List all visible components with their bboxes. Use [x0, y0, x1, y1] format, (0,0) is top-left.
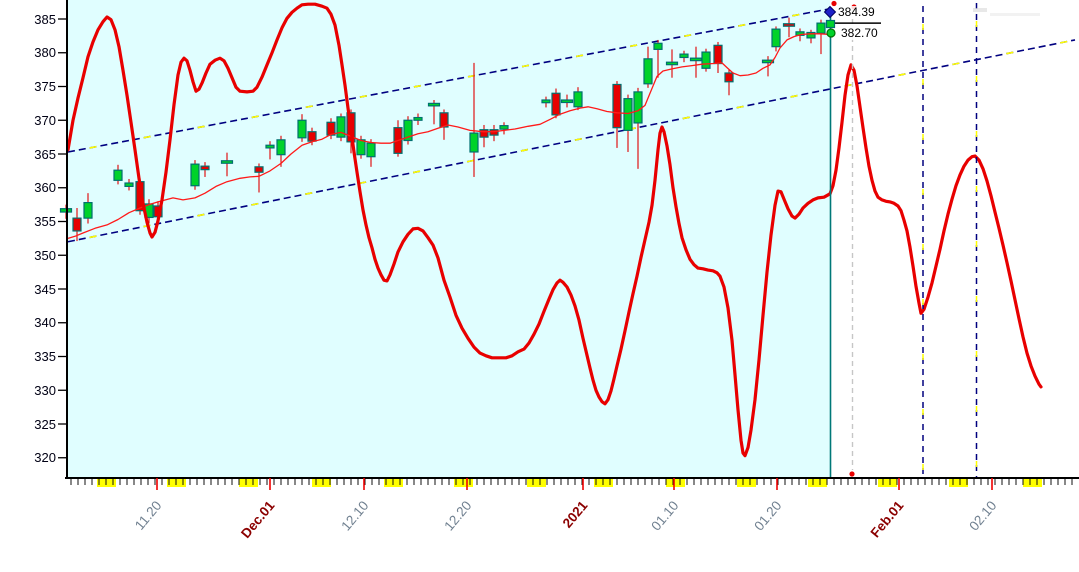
faint-artifact	[973, 8, 987, 12]
candle-body	[623, 98, 633, 131]
channel-line-lower	[67, 39, 1076, 243]
candle-body	[190, 163, 200, 187]
weekend-block	[878, 479, 897, 487]
candle-body	[689, 57, 703, 62]
candle-body	[665, 61, 679, 66]
weekend-block	[1023, 479, 1042, 487]
candle-body	[124, 182, 134, 187]
moving-average-line	[67, 33, 831, 240]
y-axis-label: 385	[34, 11, 56, 27]
candle-body	[72, 217, 82, 232]
y-axis-label: 380	[34, 45, 56, 61]
y-axis-label: 360	[34, 180, 56, 196]
candle-body	[366, 142, 376, 158]
y-axis-label: 340	[34, 315, 56, 331]
candle-body	[816, 22, 826, 34]
candle-body	[336, 116, 346, 138]
candle-body	[643, 58, 653, 85]
candle-body	[573, 91, 583, 108]
candle-body	[220, 160, 234, 164]
candle-body	[413, 116, 423, 121]
candle-body	[469, 132, 479, 153]
entry-square-marker	[825, 19, 836, 29]
y-axis-label: 325	[34, 416, 56, 432]
red-dot	[831, 0, 837, 7]
y-axis-label: 320	[34, 450, 56, 466]
candle-body	[782, 23, 796, 27]
candle-body	[113, 169, 123, 181]
candle-body	[560, 99, 574, 104]
candle-body	[265, 144, 275, 149]
candle-body	[771, 28, 781, 48]
weekend-block	[239, 479, 258, 487]
y-axis-label: 365	[34, 146, 56, 162]
candle-body	[701, 51, 711, 69]
last-price-label: 384.39	[836, 5, 877, 19]
signal-diamond-marker	[823, 5, 837, 19]
session-backdrop	[68, 0, 830, 477]
red-dot	[849, 471, 855, 477]
candle-body	[297, 119, 307, 139]
channel-line-upper	[67, 7, 834, 153]
weekend-block	[737, 479, 756, 487]
faint-artifact	[990, 13, 1040, 16]
candle-body	[499, 125, 509, 130]
candle-body	[427, 102, 441, 107]
candle-body	[403, 119, 413, 142]
candle-body	[254, 166, 264, 173]
y-axis-label: 355	[34, 214, 56, 229]
y-axis-label: 350	[34, 247, 56, 263]
stop-circle-marker	[826, 28, 836, 38]
candle-body	[326, 121, 336, 136]
candle-body	[307, 131, 317, 142]
y-axis-label: 345	[34, 281, 56, 297]
candle-body	[356, 139, 366, 156]
weekend-block	[949, 479, 968, 487]
y-axis-label: 330	[34, 382, 56, 398]
candle-body	[653, 42, 663, 50]
candle-body	[83, 202, 93, 219]
weekend-block	[666, 479, 685, 487]
candle-body	[806, 31, 816, 39]
candle-body	[489, 129, 499, 136]
y-axis-label: 370	[34, 112, 56, 128]
candle-body	[724, 72, 734, 83]
weekend-block	[527, 479, 546, 487]
candle-body	[200, 165, 210, 171]
candle-body	[679, 53, 689, 59]
candle-body	[713, 44, 723, 65]
candle-body	[276, 139, 286, 156]
indicator-line	[66, 2, 1043, 458]
candle-body	[612, 83, 622, 129]
weekend-block	[312, 479, 331, 487]
weekend-block	[808, 479, 827, 487]
y-axis-label: 375	[34, 79, 56, 94]
candle-body	[551, 92, 561, 116]
candle-body	[761, 59, 775, 64]
y-axis-label: 335	[34, 349, 56, 364]
candle-body	[633, 91, 643, 124]
candle-body	[479, 129, 489, 138]
ma-value-label: 382.70	[839, 26, 880, 40]
candle-body	[541, 99, 551, 104]
